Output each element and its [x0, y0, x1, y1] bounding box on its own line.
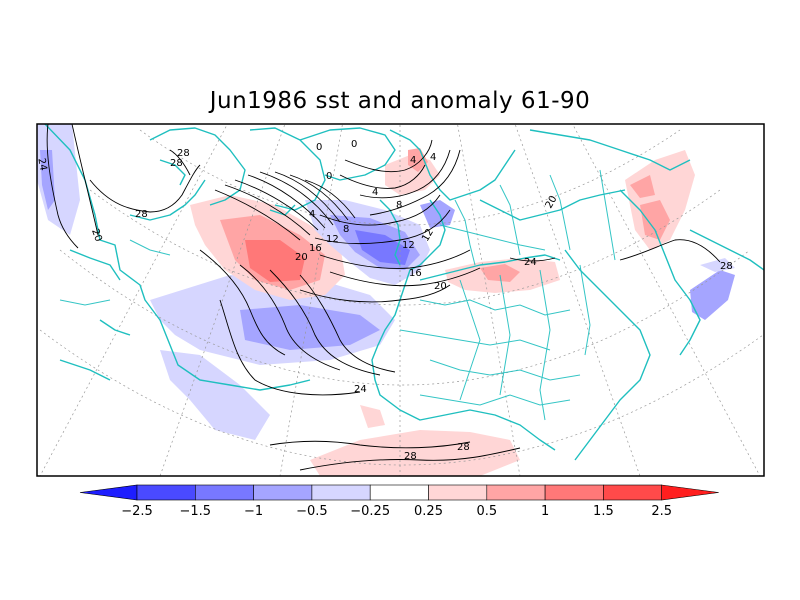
colorbar-right-arrow: [661, 484, 719, 501]
contour-label: 24: [524, 257, 537, 268]
colorbar-left-arrow: [79, 484, 138, 501]
colorbar-tick-label: 0.5: [476, 504, 497, 519]
colorbar-tick-label: −1: [244, 504, 263, 519]
coastlines: [44, 124, 764, 461]
colorbar: −2.5 −1.5 −1 −0.5 −0.25 0.25 0.5 1 1.5 2.5: [79, 484, 719, 519]
contour-label: 24: [354, 384, 367, 395]
colorbar-segment: [486, 484, 546, 501]
contour-label: 8: [396, 200, 402, 211]
map-frame: [36, 123, 765, 477]
contour-label: 16: [409, 268, 422, 279]
anomaly-shading: [37, 124, 735, 476]
contour-label: 4: [309, 209, 315, 220]
contour-label: 8: [343, 224, 349, 235]
colorbar-tick-label: −1.5: [180, 504, 212, 519]
sst-contours: [46, 124, 721, 471]
map-title: Jun1986 sst and anomaly 61-90: [209, 88, 591, 114]
contour-label: 0: [351, 139, 357, 150]
contour-label: 4: [372, 187, 378, 198]
contour-label: 0: [326, 171, 332, 182]
colorbar-segment: [603, 484, 663, 501]
contour-label: 28: [720, 261, 733, 272]
colorbar-tick-label: 1: [541, 504, 549, 519]
graticule: [39, 124, 764, 476]
colorbar-segment: [136, 484, 196, 501]
colorbar-tick-label: −2.5: [121, 504, 153, 519]
colorbar-segment: [253, 484, 313, 501]
contour-label: 0: [316, 142, 322, 153]
contour-label: 12: [326, 234, 339, 245]
contour-label: 4: [430, 152, 436, 163]
contour-label: 20: [89, 228, 104, 244]
colorbar-tick-label: −0.5: [296, 504, 328, 519]
colorbar-tick-label: 0.25: [414, 504, 443, 519]
contour-label: 28: [135, 209, 148, 220]
contour-label: 28: [177, 148, 190, 159]
colorbar-tick-label: 1.5: [593, 504, 614, 519]
contour-label: 4: [410, 155, 416, 166]
contour-label: 28: [404, 451, 417, 462]
country-borders: [59, 169, 616, 421]
contour-label: 20: [434, 281, 447, 292]
colorbar-segment: [428, 484, 488, 501]
colorbar-segment: [544, 484, 604, 501]
contour-label: 28: [457, 442, 470, 453]
contour-label: 12: [402, 240, 415, 251]
colorbar-segment: [195, 484, 254, 501]
contour-label: 24: [35, 157, 48, 171]
colorbar-tick-label: −0.25: [350, 504, 390, 519]
colorbar-segment: [369, 484, 429, 501]
contour-label: 16: [309, 243, 322, 254]
contour-label: 28: [170, 158, 183, 169]
colorbar-segment: [311, 484, 371, 501]
colorbar-tick-label: 2.5: [651, 504, 672, 519]
contour-label: 20: [295, 252, 308, 263]
